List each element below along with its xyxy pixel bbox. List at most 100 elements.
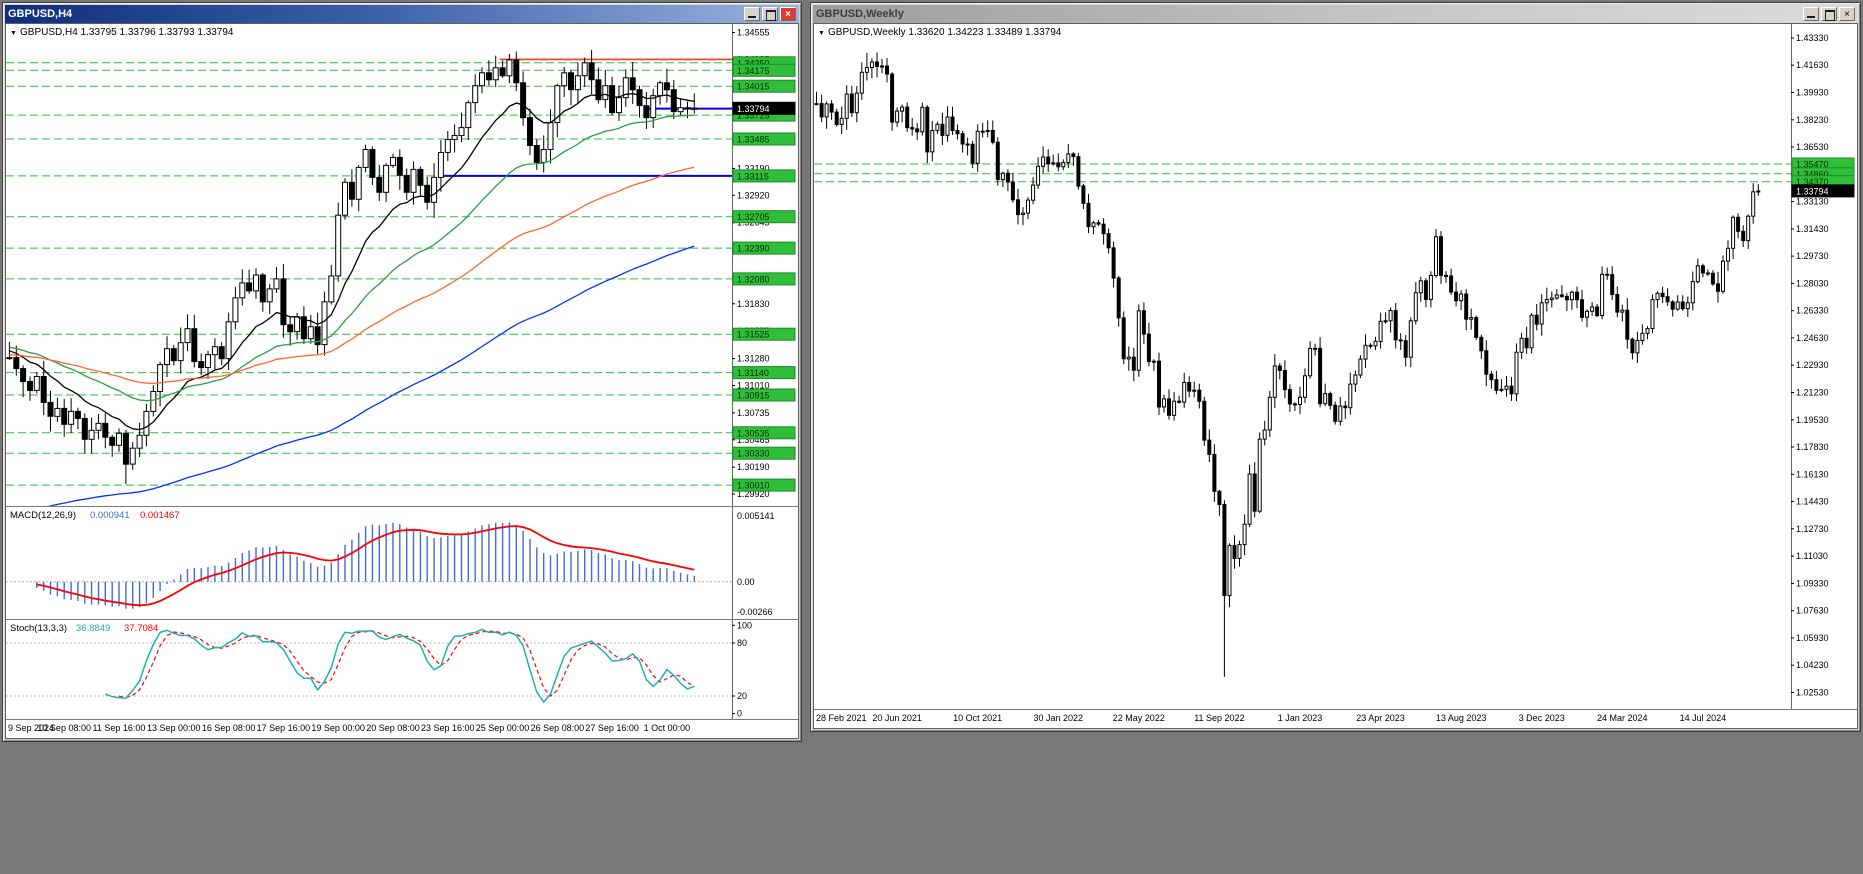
titlebar-gbpusd-weekly[interactable]: GBPUSD,Weekly × bbox=[813, 5, 1858, 23]
window-gbpusd-weekly[interactable]: GBPUSD,Weekly × 1.43330 1.41630 1.39930 1.3… bbox=[810, 2, 1861, 732]
price-tick-label: 1.32920 bbox=[737, 190, 770, 200]
h4-stoch-panel[interactable]: 100 80 20 0 Stoch(13,3,3) 36.8849 37.7084 bbox=[6, 619, 798, 719]
price-tick-label: 1.41630 bbox=[1796, 60, 1829, 70]
price-label: 1.35470 bbox=[1796, 160, 1829, 170]
time-axis-label: 24 Mar 2024 bbox=[1597, 713, 1648, 723]
time-axis-label: 14 Jul 2024 bbox=[1679, 713, 1727, 723]
macd-scale-max: 0.005141 bbox=[737, 511, 775, 521]
price-tick-label: 1.30735 bbox=[737, 408, 770, 418]
stoch-scale-label: 100 bbox=[737, 620, 752, 630]
moving-average-34 bbox=[9, 114, 695, 402]
stoch-scale-label: 20 bbox=[737, 691, 747, 701]
stoch-value-signal: 37.7084 bbox=[124, 623, 158, 634]
time-axis-label: 22 May 2022 bbox=[1112, 713, 1165, 723]
price-label: 1.32080 bbox=[737, 274, 770, 284]
price-label: 1.30915 bbox=[737, 390, 770, 400]
gbpusd-h4-macd[interactable]: 0.005141 0.00 -0.00266 MACD(12,26,9) 0.00094… bbox=[6, 507, 798, 619]
price-tick-label: 1.31430 bbox=[1796, 224, 1829, 234]
time-axis-label: 13 Aug 2023 bbox=[1435, 713, 1487, 723]
restore-button[interactable] bbox=[762, 7, 778, 21]
time-axis-label: 26 Sep 08:00 bbox=[530, 723, 585, 733]
time-axis-label: 13 Sep 00:00 bbox=[147, 723, 201, 733]
price-label: 1.33725 bbox=[737, 111, 770, 121]
stoch-signal-line bbox=[118, 630, 695, 699]
stoch-scale-label: 80 bbox=[737, 638, 747, 648]
stoch-main-line bbox=[105, 628, 695, 704]
titlebar-gbpusd-h4[interactable]: GBPUSD,H4 × bbox=[5, 5, 799, 23]
price-label: 1.33485 bbox=[737, 135, 770, 145]
price-tick-label: 1.16130 bbox=[1796, 469, 1829, 479]
candles bbox=[814, 52, 1761, 677]
price-tick-label: 1.19530 bbox=[1796, 415, 1829, 425]
price-label: 1.34860 bbox=[1796, 169, 1829, 179]
time-axis-label: 23 Apr 2023 bbox=[1356, 713, 1405, 723]
level-lines bbox=[6, 58, 732, 486]
price-tick-label: 1.29920 bbox=[737, 489, 770, 499]
time-axis-label: 20 Jun 2021 bbox=[872, 713, 922, 723]
macd-value-main: 0.000941 bbox=[90, 510, 130, 521]
stoch-label: Stoch(13,3,3) bbox=[10, 623, 67, 634]
price-tick-label: 1.17830 bbox=[1796, 442, 1829, 452]
price-label: 1.30010 bbox=[737, 481, 770, 491]
price-scale[interactable]: 1.43330 1.41630 1.39930 1.38230 1.36530 1.348… bbox=[1791, 24, 1855, 709]
gbpusd-h4-chart[interactable]: 1.29920 1.30190 1.30465 1.30735 1.31010 1.312… bbox=[6, 24, 798, 506]
minimize-button[interactable] bbox=[744, 7, 760, 21]
minimize-icon bbox=[1804, 8, 1818, 20]
time-axis-label: 3 Dec 2023 bbox=[1518, 713, 1565, 723]
macd-scale-zero: 0.00 bbox=[737, 577, 755, 587]
macd-scale-min: -0.00266 bbox=[737, 607, 773, 617]
time-axis-label: 10 Oct 2021 bbox=[953, 713, 1003, 723]
restore-icon bbox=[763, 8, 777, 21]
candles bbox=[6, 49, 698, 485]
macd-label: MACD(12,26,9) bbox=[10, 510, 76, 521]
price-tick-label: 1.29730 bbox=[1796, 251, 1829, 261]
h4-macd-panel[interactable]: 0.005141 0.00 -0.00266 MACD(12,26,9) 0.00094… bbox=[6, 506, 798, 619]
price-label: 1.32705 bbox=[737, 212, 770, 222]
price-label: 1.34250 bbox=[737, 58, 770, 68]
price-tick-label: 1.31830 bbox=[737, 299, 770, 309]
price-label: 1.30330 bbox=[737, 449, 770, 459]
time-axis-label: 23 Sep 16:00 bbox=[420, 723, 475, 733]
price-label: 1.33794 bbox=[1796, 186, 1829, 196]
restore-button[interactable] bbox=[1821, 7, 1837, 21]
price-tick-label: 1.28030 bbox=[1796, 278, 1829, 288]
gbpusd-h4-stochastic[interactable]: 100 80 20 0 Stoch(13,3,3) 36.8849 37.7084 bbox=[6, 620, 798, 719]
minimize-button[interactable] bbox=[1803, 7, 1819, 21]
weekly-price-panel[interactable]: 1.43330 1.41630 1.39930 1.38230 1.36530 1.348… bbox=[814, 24, 1857, 709]
time-axis-label: 19 Sep 00:00 bbox=[311, 723, 365, 733]
price-tick-label: 1.07630 bbox=[1796, 606, 1829, 616]
h4-price-panel[interactable]: 1.29920 1.30190 1.30465 1.30735 1.31010 1.312… bbox=[6, 24, 798, 506]
weekly-time-axis[interactable]: 28 Feb 2021 20 Jun 2021 10 Oct 2021 30 Jan … bbox=[814, 709, 1857, 728]
window-gbpusd-h4[interactable]: GBPUSD,H4 × 1.29920 1.30190 1.30465 1.30735… bbox=[2, 2, 802, 742]
restore-icon bbox=[1822, 8, 1836, 21]
window-controls: × bbox=[1803, 7, 1855, 21]
chart-area-weekly: 1.43330 1.41630 1.39930 1.38230 1.36530 1.348… bbox=[813, 23, 1858, 729]
price-tick-label: 1.43330 bbox=[1796, 33, 1829, 43]
price-tick-label: 1.05930 bbox=[1796, 633, 1829, 643]
gbpusd-weekly-chart[interactable]: 1.43330 1.41630 1.39930 1.38230 1.36530 1.348… bbox=[814, 24, 1857, 709]
symbol-dropdown-icon: ▼ bbox=[818, 30, 825, 37]
moving-average-72 bbox=[9, 166, 695, 385]
macd-signal-line bbox=[36, 525, 695, 607]
chart-area-h4: 1.29920 1.30190 1.30465 1.30735 1.31010 1.312… bbox=[5, 23, 799, 739]
price-label: 1.31525 bbox=[737, 330, 770, 340]
time-axis-label: 10 Sep 08:00 bbox=[37, 723, 91, 733]
price-tick-label: 1.36530 bbox=[1796, 142, 1829, 152]
window-controls: × bbox=[744, 7, 796, 21]
price-label: 1.31140 bbox=[737, 368, 769, 378]
price-label: 1.34175 bbox=[737, 66, 770, 76]
close-button[interactable]: × bbox=[780, 7, 796, 21]
price-tick-label: 1.33130 bbox=[1796, 197, 1829, 207]
h4-time-axis[interactable]: 9 Sep 2024 10 Sep 08:00 11 Sep 16:00 13 Sep… bbox=[6, 719, 798, 738]
symbol-dropdown-icon: ▼ bbox=[10, 30, 17, 37]
price-scale[interactable]: 1.29920 1.30190 1.30465 1.30735 1.31010 1.312… bbox=[732, 24, 796, 506]
close-button[interactable]: × bbox=[1839, 7, 1855, 21]
price-tick-label: 1.24630 bbox=[1796, 333, 1829, 343]
price-tick-label: 1.14430 bbox=[1796, 497, 1829, 507]
time-axis-label: 11 Sep 16:00 bbox=[92, 723, 146, 733]
time-axis-label: 11 Sep 2022 bbox=[1194, 713, 1245, 723]
time-axis-label: 30 Jan 2022 bbox=[1033, 713, 1084, 723]
macd-histogram bbox=[36, 522, 695, 609]
time-axis-label: 9 Sep 2024 bbox=[8, 723, 55, 733]
